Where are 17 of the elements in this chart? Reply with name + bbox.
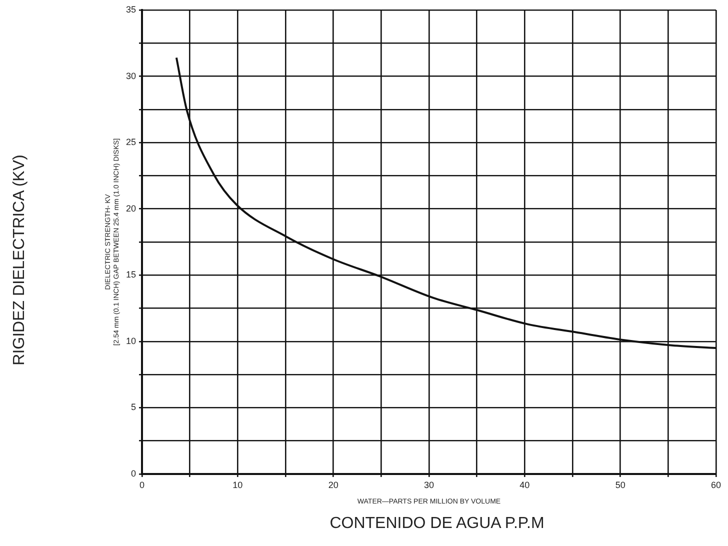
x-tick-label: 0 [139, 480, 145, 490]
x-tick-label: 50 [615, 480, 626, 490]
y-tick-label: 15 [126, 270, 136, 280]
x-tick-label: 40 [520, 480, 530, 490]
text: RIGIDEZ DIELECTRICA (KV) [10, 154, 29, 368]
y-tick-label: 0 [130, 468, 136, 478]
y-tick-label: 25 [126, 137, 136, 148]
x-tick-label: 60 [710, 480, 722, 490]
y-tick-label: 5 [130, 402, 136, 412]
y-tick-label: 35 [126, 4, 136, 14]
x-tick-label: 20 [328, 480, 338, 490]
x-tick-label: 10 [232, 480, 243, 490]
x-tick-label: 30 [424, 480, 434, 490]
y-tick-label: 10 [126, 336, 136, 346]
y-tick-label: 30 [126, 70, 136, 81]
text: CONTENIDO DE AGUA P.P.M [330, 515, 544, 533]
y-tick-label: 20 [126, 203, 136, 214]
